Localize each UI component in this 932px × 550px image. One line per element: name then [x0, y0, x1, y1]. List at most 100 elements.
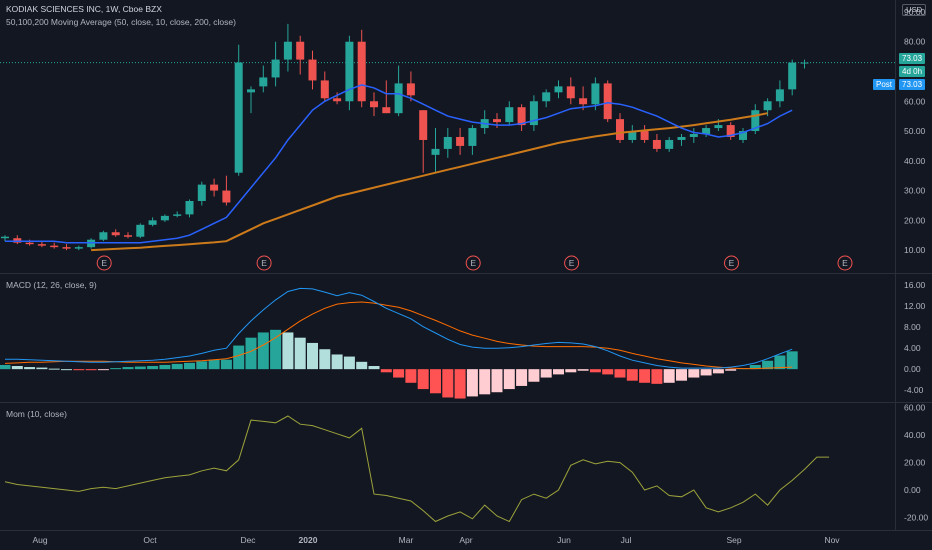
earnings-marker-icon[interactable] — [465, 255, 481, 271]
candle-body[interactable] — [443, 136, 452, 149]
candle-body[interactable] — [702, 128, 711, 135]
macd-histogram-bar — [725, 369, 737, 371]
candle-body[interactable] — [554, 86, 563, 93]
macd-histogram-bar — [749, 364, 761, 370]
candle-body[interactable] — [370, 101, 378, 108]
earnings-marker-icon[interactable] — [837, 255, 853, 271]
candle-body[interactable] — [283, 41, 292, 60]
candle-body[interactable] — [382, 107, 391, 114]
candle-body[interactable] — [160, 215, 169, 221]
candle-body[interactable] — [99, 232, 108, 240]
candle-body[interactable] — [333, 98, 342, 102]
candle-body[interactable] — [247, 89, 255, 93]
candle-body[interactable] — [517, 107, 526, 126]
candle-body[interactable] — [173, 214, 182, 216]
candle-body[interactable] — [665, 139, 674, 149]
macd-legend: MACD (12, 26, close, 9) — [6, 280, 97, 290]
macd-histogram-bar — [257, 332, 269, 370]
candle-body[interactable] — [124, 235, 132, 237]
candle-body[interactable] — [111, 232, 120, 236]
candle-body[interactable] — [775, 89, 784, 102]
candle-body[interactable] — [468, 128, 477, 146]
candle-body[interactable] — [566, 86, 575, 99]
candle-body[interactable] — [197, 184, 206, 201]
candle-body[interactable] — [296, 41, 305, 60]
earnings-marker-icon[interactable] — [564, 255, 580, 271]
candle-body[interactable] — [431, 148, 440, 155]
candle-body[interactable] — [271, 59, 280, 78]
macd-histogram-bar — [503, 369, 515, 390]
candle-body[interactable] — [726, 125, 735, 137]
candle-body[interactable] — [50, 245, 59, 248]
earnings-marker-icon[interactable] — [96, 255, 112, 271]
bar-countdown-tag: 4d 0h — [899, 66, 926, 77]
macd-axis-tick-label: 12.00 — [904, 301, 926, 311]
candle-body[interactable] — [234, 62, 243, 173]
candle-body[interactable] — [456, 136, 465, 146]
macd-histogram-bar — [626, 369, 638, 381]
candle-body[interactable] — [13, 238, 22, 243]
candle-body[interactable] — [345, 41, 354, 102]
candle-body[interactable] — [579, 98, 588, 105]
candle-body[interactable] — [136, 224, 145, 237]
earnings-marker-icon[interactable] — [256, 255, 272, 271]
macd-histogram-bar — [786, 351, 798, 370]
time-axis-tick-label: Aug — [32, 535, 47, 545]
candle-body[interactable] — [357, 41, 366, 102]
candle-body[interactable] — [394, 83, 403, 114]
time-axis-tick-label: Jun — [557, 535, 571, 545]
macd-histogram-bar — [85, 369, 97, 371]
candle-body[interactable] — [148, 220, 157, 225]
candle-body[interactable] — [222, 190, 231, 203]
macd-histogram-bar — [553, 369, 564, 375]
candle-body[interactable] — [628, 131, 637, 140]
candle-body[interactable] — [529, 101, 538, 126]
candle-body[interactable] — [751, 110, 760, 132]
earnings-marker-label: E — [569, 258, 575, 268]
candle-body[interactable] — [320, 80, 329, 99]
candle-body[interactable] — [800, 62, 809, 64]
candle-body[interactable] — [591, 83, 600, 105]
macd-histogram-bar — [245, 337, 257, 370]
candle-body[interactable] — [259, 77, 268, 87]
macd-histogram-bar — [589, 369, 601, 373]
candle-body[interactable] — [419, 110, 428, 140]
candle-body[interactable] — [25, 242, 34, 245]
time-axis-tick-label: Jul — [621, 535, 632, 545]
post-market-label: Post — [873, 79, 896, 90]
candle-body[interactable] — [406, 83, 415, 96]
candle-body[interactable] — [505, 107, 514, 123]
candle-body[interactable] — [689, 134, 698, 137]
earnings-marker-icon[interactable] — [724, 255, 739, 271]
macd-histogram-bar — [294, 337, 306, 370]
candle-body[interactable] — [603, 83, 612, 120]
candle-body[interactable] — [714, 125, 723, 129]
candle-body[interactable] — [185, 200, 194, 215]
macd-line — [5, 287, 793, 369]
candle-body[interactable] — [542, 92, 551, 102]
candle-body[interactable] — [1, 236, 9, 239]
macd-histogram-bar — [343, 356, 355, 370]
candle-body[interactable] — [74, 247, 83, 249]
macd-histogram-bar — [356, 361, 368, 370]
candle-body[interactable] — [616, 119, 624, 140]
candle-body[interactable] — [210, 184, 219, 191]
post-market-price: 73.03 — [899, 79, 926, 90]
momentum-axis-tick-label: 0.00 — [904, 485, 921, 495]
candle-body[interactable] — [62, 247, 71, 249]
candle-body[interactable] — [739, 131, 747, 140]
candle-body[interactable] — [763, 101, 772, 111]
macd-histogram-bar — [233, 345, 245, 370]
candle-body[interactable] — [788, 62, 797, 90]
price-axis-tick-label: 30.00 — [904, 186, 926, 196]
currency-button[interactable]: USD — [902, 4, 926, 16]
candle-body[interactable] — [652, 139, 661, 149]
macd-axis-tick-label: 8.00 — [904, 322, 921, 332]
candle-body[interactable] — [37, 244, 46, 246]
candle-body[interactable] — [677, 136, 686, 140]
macd-histogram-bar — [454, 369, 466, 399]
candle-body[interactable] — [640, 131, 649, 140]
candle-body[interactable] — [493, 119, 501, 123]
last-price-tag: 73.03 — [899, 53, 926, 64]
candle-body[interactable] — [308, 59, 317, 81]
